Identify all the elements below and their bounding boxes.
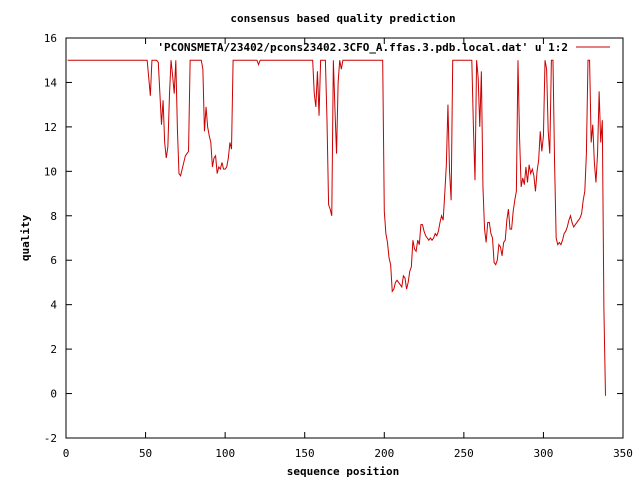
x-tick-label: 350 [613, 447, 633, 460]
y-tick-label: 8 [50, 210, 57, 223]
y-axis-label: quality [19, 214, 32, 261]
x-axis-label: sequence position [287, 465, 400, 478]
legend: 'PCONSMETA/23402/pcons23402.3CFO_A.ffas.… [157, 41, 610, 54]
x-tick-label: 250 [454, 447, 474, 460]
y-tick-label: 0 [50, 388, 57, 401]
chart-title: consensus based quality prediction [230, 12, 455, 25]
x-tick-label: 200 [374, 447, 394, 460]
x-tick-label: 300 [533, 447, 553, 460]
axis-ticks [65, 37, 624, 439]
y-tick-label: 16 [44, 32, 57, 45]
y-tick-label: 4 [50, 299, 57, 312]
series-line [67, 59, 606, 396]
y-tick-label: 10 [44, 165, 57, 178]
y-tick-label: 6 [50, 254, 57, 267]
x-tick-label: 150 [295, 447, 315, 460]
legend-label: 'PCONSMETA/23402/pcons23402.3CFO_A.ffas.… [157, 41, 568, 54]
x-tick-label: 50 [139, 447, 152, 460]
tick-labels: 0 50 100 150 200 250 300 350 -2 0 2 4 6 8 10 12 14 16 [44, 32, 633, 460]
plot-frame [65, 37, 624, 439]
series-layer [67, 59, 606, 396]
y-tick-label: -2 [44, 432, 57, 445]
y-tick-label: 12 [44, 121, 57, 134]
y-tick-label: 2 [50, 343, 57, 356]
x-tick-label: 0 [63, 447, 70, 460]
y-tick-label: 14 [44, 76, 58, 89]
x-tick-label: 100 [215, 447, 235, 460]
